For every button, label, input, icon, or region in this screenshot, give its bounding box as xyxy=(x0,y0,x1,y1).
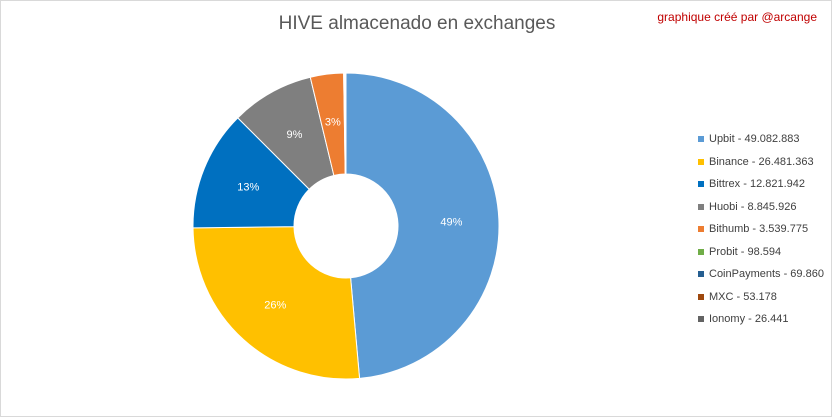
data-label-huobi: 9% xyxy=(286,129,302,141)
data-label-upbit: 49% xyxy=(440,216,462,228)
legend-swatch xyxy=(698,316,704,322)
legend-label: Binance - 26.481.363 xyxy=(709,156,814,168)
data-label-binance: 26% xyxy=(264,299,286,311)
legend-label: Ionomy - 26.441 xyxy=(709,313,789,325)
legend-label: Bithumb - 3.539.775 xyxy=(709,223,808,235)
legend-item-bithumb: Bithumb - 3.539.775 xyxy=(698,218,824,241)
legend-item-upbit: Upbit - 49.082.883 xyxy=(698,128,824,151)
legend-label: Probit - 98.594 xyxy=(709,246,781,258)
legend-item-binance: Binance - 26.481.363 xyxy=(698,151,824,174)
legend-swatch xyxy=(698,226,704,232)
data-label-bittrex: 13% xyxy=(237,181,259,193)
legend-item-mxc: MXC - 53.178 xyxy=(698,286,824,309)
legend-item-huobi: Huobi - 8.845.926 xyxy=(698,196,824,219)
legend-swatch xyxy=(698,136,704,142)
legend-swatch xyxy=(698,204,704,210)
slice-upbit xyxy=(346,73,499,378)
legend-label: Upbit - 49.082.883 xyxy=(709,133,800,145)
legend-swatch xyxy=(698,181,704,187)
legend-label: Bittrex - 12.821.942 xyxy=(709,178,805,190)
legend-label: Huobi - 8.845.926 xyxy=(709,201,796,213)
legend-item-probit: Probit - 98.594 xyxy=(698,241,824,264)
legend-swatch xyxy=(698,271,704,277)
legend-label: CoinPayments - 69.860 xyxy=(709,268,824,280)
legend-item-bittrex: Bittrex - 12.821.942 xyxy=(698,173,824,196)
legend-item-ionomy: Ionomy - 26.441 xyxy=(698,308,824,331)
legend-swatch xyxy=(698,159,704,165)
legend-swatch xyxy=(698,294,704,300)
legend-swatch xyxy=(698,249,704,255)
legend-label: MXC - 53.178 xyxy=(709,291,777,303)
legend-item-coinpayments: CoinPayments - 69.860 xyxy=(698,263,824,286)
data-label-bithumb: 3% xyxy=(325,116,341,128)
chart-legend: Upbit - 49.082.883 Binance - 26.481.363 Bi… xyxy=(698,128,824,331)
